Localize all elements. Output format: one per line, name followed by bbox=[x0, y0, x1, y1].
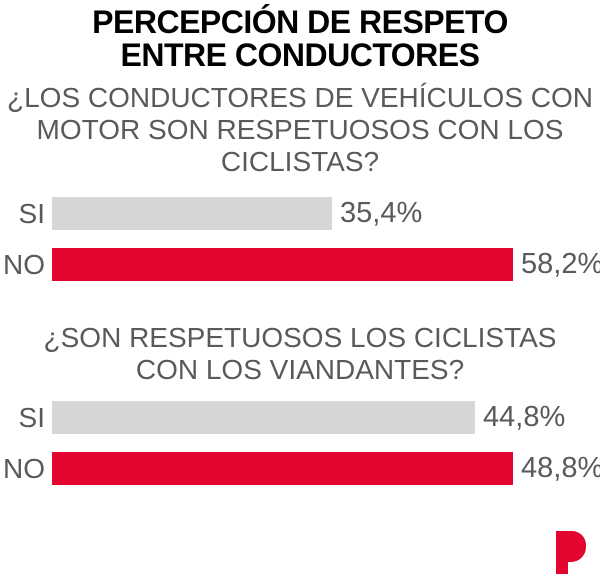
chart2-bar-no bbox=[52, 452, 513, 485]
chart2-row-no: NO 48,8% bbox=[0, 452, 600, 485]
survey-question-1-line-3: CICLISTAS? bbox=[220, 146, 380, 177]
chart-title-line-1: PERCEPCIÓN DE RESPETO bbox=[92, 4, 508, 40]
chart2-row-si: SI 44,8% bbox=[0, 401, 600, 434]
chart-title: PERCEPCIÓN DE RESPETO ENTRE CONDUCTORES bbox=[0, 6, 600, 72]
survey-question-1-line-1: ¿LOS CONDUCTORES DE VEHÍCULOS CON bbox=[6, 82, 594, 113]
chart-title-line-2: ENTRE CONDUCTORES bbox=[120, 37, 480, 73]
chart1-category-label-no: NO bbox=[3, 249, 45, 280]
survey-question-2-line-2: CON LOS VIANDANTES? bbox=[135, 354, 465, 385]
survey-question-2: ¿SON RESPETUOSOS LOS CICLISTAS CON LOS VI… bbox=[0, 322, 600, 386]
survey-question-1-line-2: MOTOR SON RESPETUOSOS CON LOS bbox=[36, 114, 564, 145]
chart2-value-label-si: 44,8% bbox=[483, 401, 566, 433]
chart1-row-no: NO 58,2% bbox=[0, 248, 600, 281]
chart2-category-label-no: NO bbox=[3, 453, 45, 484]
chart1-value-label-no: 58,2% bbox=[521, 248, 600, 280]
chart1-value-label-si: 35,4% bbox=[340, 197, 423, 229]
chart1-row-si: SI 35,4% bbox=[0, 197, 600, 230]
brand-p-logo bbox=[556, 531, 586, 574]
chart1-bar-si bbox=[52, 197, 332, 230]
survey-question-2-line-1: ¿SON RESPETUOSOS LOS CICLISTAS bbox=[43, 322, 557, 353]
chart2-value-label-no: 48,8% bbox=[521, 452, 600, 484]
chart1-category-label-si: SI bbox=[18, 198, 45, 229]
chart1-bar-no bbox=[52, 248, 513, 281]
chart2-category-label-si: SI bbox=[18, 402, 45, 433]
survey-question-1: ¿LOS CONDUCTORES DE VEHÍCULOS CON MOTOR S… bbox=[0, 82, 600, 178]
p-logo-stem-icon bbox=[556, 531, 568, 574]
chart2-bar-si bbox=[52, 401, 475, 434]
